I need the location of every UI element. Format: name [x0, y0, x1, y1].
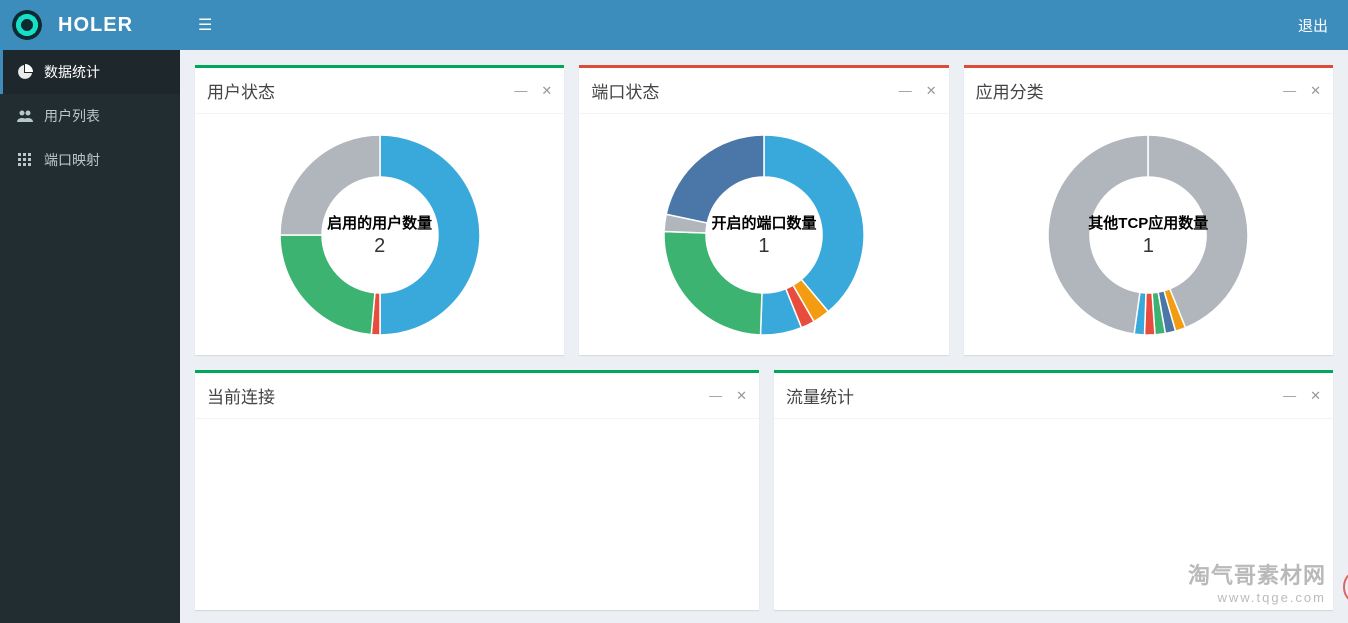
close-icon[interactable]: ✕	[541, 83, 552, 99]
logout-link[interactable]: 退出	[1278, 15, 1348, 36]
donut-value: 1	[758, 235, 769, 258]
minimize-icon[interactable]: —	[1283, 388, 1296, 404]
close-icon[interactable]: ✕	[1310, 83, 1321, 99]
close-icon[interactable]: ✕	[926, 83, 937, 99]
logo-icon	[12, 10, 42, 40]
panel-head: 应用分类 — ✕	[964, 68, 1333, 114]
panel-title: 当前连接	[207, 383, 709, 408]
panel: 应用分类 — ✕ 其他TCP应用数量 1	[964, 65, 1333, 355]
minimize-icon[interactable]: —	[1283, 83, 1296, 99]
brand: HOLER	[58, 14, 133, 37]
donut-label: 其他TCP应用数量	[1088, 212, 1208, 233]
topbar: HOLER ☰ 退出	[0, 0, 1348, 50]
panel-head: 流量统计 — ✕	[774, 373, 1333, 419]
minimize-icon[interactable]: —	[709, 388, 722, 404]
donut-value: 1	[1143, 235, 1154, 258]
donut-label: 启用的用户数量	[327, 212, 432, 233]
row-top: 用户状态 — ✕ 启用的用户数量 2 端口状态 — ✕ 开启的端口数量 1	[195, 65, 1333, 355]
brand-rest: OLER	[73, 14, 133, 36]
close-icon[interactable]: ✕	[736, 388, 747, 404]
panel: 端口状态 — ✕ 开启的端口数量 1	[579, 65, 948, 355]
minimize-icon[interactable]: —	[514, 83, 527, 99]
pie-chart-icon	[16, 64, 34, 80]
panel: 流量统计 — ✕	[774, 370, 1333, 610]
donut-chart: 启用的用户数量 2	[275, 130, 485, 340]
panel-body: 开启的端口数量 1	[579, 114, 948, 355]
grid-icon	[16, 152, 34, 168]
panel-title: 应用分类	[976, 78, 1283, 103]
panel: 当前连接 — ✕	[195, 370, 759, 610]
logo-area: HOLER	[0, 0, 180, 50]
users-icon	[16, 108, 34, 124]
sidebar: 数据统计 用户列表 端口映射	[0, 50, 180, 623]
panel-head: 用户状态 — ✕	[195, 68, 564, 114]
donut-chart: 其他TCP应用数量 1	[1043, 130, 1253, 340]
brand-first: H	[58, 14, 73, 36]
donut-label: 开启的端口数量	[711, 212, 816, 233]
panel-head: 当前连接 — ✕	[195, 373, 759, 419]
sidebar-item-label: 用户列表	[44, 106, 100, 126]
content: 用户状态 — ✕ 启用的用户数量 2 端口状态 — ✕ 开启的端口数量 1	[180, 50, 1348, 623]
panel-title: 流量统计	[786, 383, 1283, 408]
panel-title: 用户状态	[207, 78, 514, 103]
panel-body: 启用的用户数量 2	[195, 114, 564, 355]
panel-head: 端口状态 — ✕	[579, 68, 948, 114]
donut-chart: 开启的端口数量 1	[659, 130, 869, 340]
panel-title: 端口状态	[591, 78, 898, 103]
donut-value: 2	[374, 235, 385, 258]
sidebar-item-stats[interactable]: 数据统计	[0, 50, 180, 94]
hamburger-icon[interactable]: ☰	[180, 15, 230, 35]
sidebar-item-label: 端口映射	[44, 150, 100, 170]
panel: 用户状态 — ✕ 启用的用户数量 2	[195, 65, 564, 355]
sidebar-item-users[interactable]: 用户列表	[0, 94, 180, 138]
sidebar-item-port[interactable]: 端口映射	[0, 138, 180, 182]
sidebar-item-label: 数据统计	[44, 62, 100, 82]
close-icon[interactable]: ✕	[1310, 388, 1321, 404]
row-bottom: 当前连接 — ✕ 流量统计 — ✕	[195, 370, 1333, 610]
panel-body	[195, 419, 759, 610]
panel-body: 其他TCP应用数量 1	[964, 114, 1333, 355]
panel-body	[774, 419, 1333, 610]
minimize-icon[interactable]: —	[899, 83, 912, 99]
